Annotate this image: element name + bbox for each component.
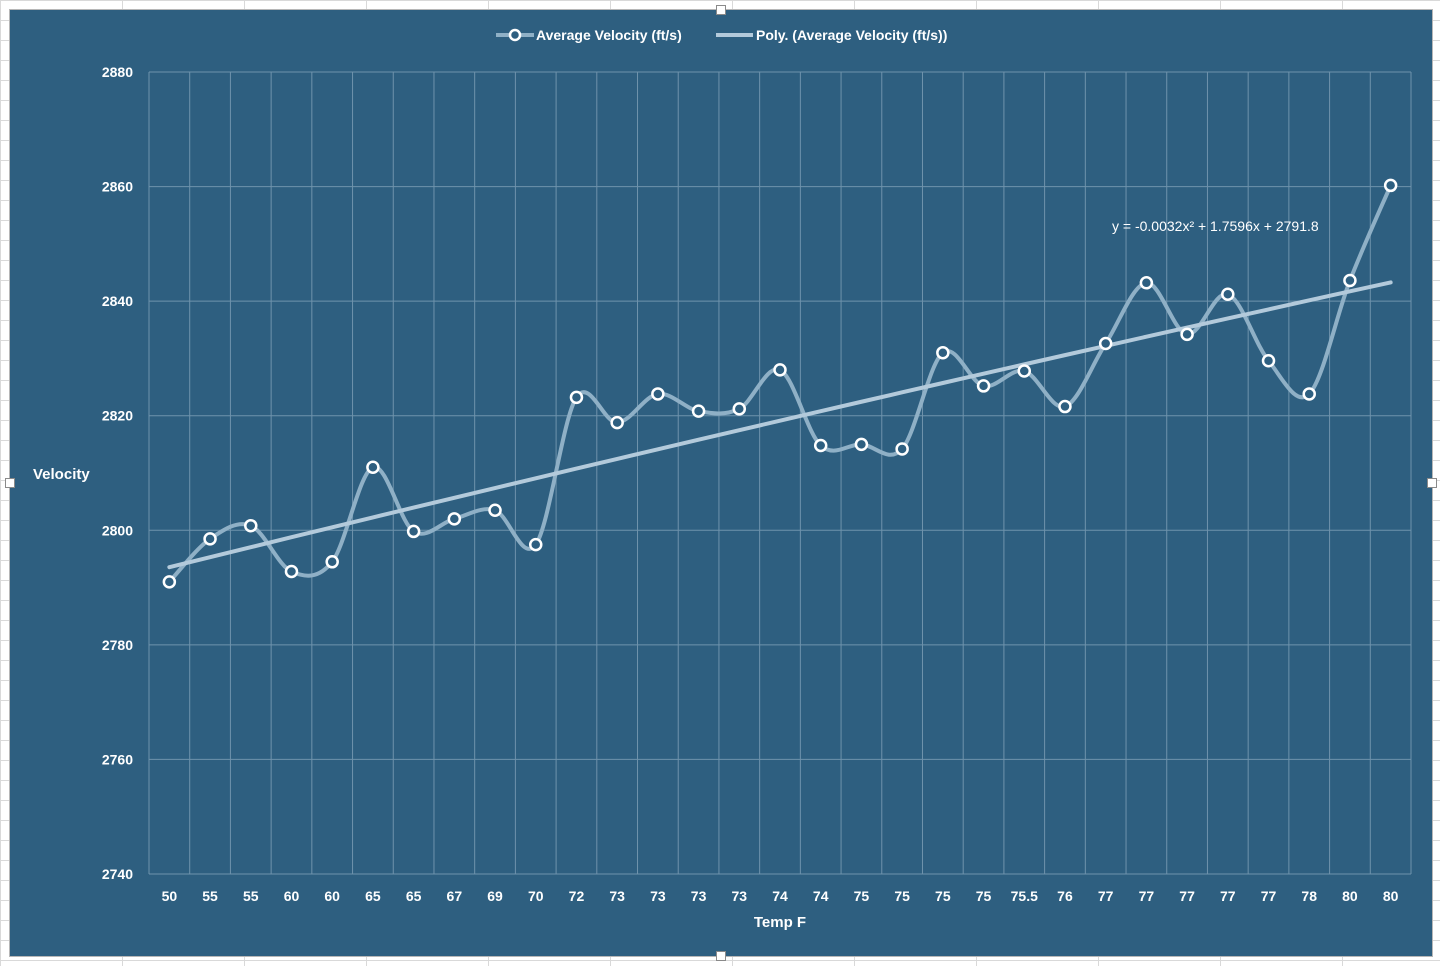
x-tick-label: 73 xyxy=(650,888,666,904)
y-tick-label: 2860 xyxy=(102,179,133,195)
data-point-marker[interactable] xyxy=(1343,273,1357,288)
x-tick-label: 73 xyxy=(732,888,748,904)
data-point-marker[interactable] xyxy=(813,438,828,453)
x-tick-label: 74 xyxy=(813,888,829,904)
x-tick-label: 77 xyxy=(1179,888,1195,904)
data-point-marker[interactable] xyxy=(203,532,217,546)
data-point-marker[interactable] xyxy=(1180,327,1194,342)
series-points xyxy=(162,178,1398,589)
resize-handle-top[interactable] xyxy=(716,5,726,15)
x-tick-label: 77 xyxy=(1098,888,1114,904)
data-point-marker[interactable] xyxy=(569,390,584,405)
x-tick-label: 77 xyxy=(1139,888,1155,904)
y-tick-label: 2820 xyxy=(102,408,133,424)
x-axis-tick-labels: 50 55 55 60 60 65 65 67 69 70 72 73 73 73 73 74 74 75 75 75… xyxy=(162,888,1399,904)
data-point-marker[interactable] xyxy=(732,402,747,416)
data-point-marker[interactable] xyxy=(854,437,869,452)
y-tick-label: 2840 xyxy=(102,293,133,309)
data-point-marker[interactable] xyxy=(773,363,787,377)
legend-item-average-velocity[interactable]: Average Velocity (ft/s) xyxy=(496,27,682,43)
legend-marker-icon xyxy=(508,28,522,42)
resize-handle-left[interactable] xyxy=(5,478,15,488)
x-tick-label: 60 xyxy=(284,888,300,904)
data-point-marker[interactable] xyxy=(1383,178,1398,193)
x-tick-label: 75 xyxy=(854,888,870,904)
data-point-marker[interactable] xyxy=(1017,364,1032,378)
data-point-marker[interactable] xyxy=(1221,287,1235,302)
data-point-marker[interactable] xyxy=(1098,336,1113,351)
x-tick-label: 75 xyxy=(894,888,910,904)
data-point-marker[interactable] xyxy=(936,345,950,360)
legend[interactable]: Average Velocity (ft/s) Poly. (Average V… xyxy=(496,27,947,43)
x-tick-label: 67 xyxy=(447,888,463,904)
trendline-equation[interactable]: y = -0.0032x² + 1.7596x + 2791.8 xyxy=(1112,218,1319,234)
x-tick-label: 65 xyxy=(365,888,381,904)
legend-item-trendline[interactable]: Poly. (Average Velocity (ft/s)) xyxy=(716,27,947,43)
x-tick-label: 65 xyxy=(406,888,422,904)
x-tick-label: 75.5 xyxy=(1011,888,1038,904)
x-tick-label: 80 xyxy=(1383,888,1399,904)
data-point-marker[interactable] xyxy=(488,503,502,517)
x-tick-label: 70 xyxy=(528,888,544,904)
data-point-marker[interactable] xyxy=(325,555,339,569)
y-tick-label: 2800 xyxy=(102,522,133,538)
data-point-marker[interactable] xyxy=(406,524,421,539)
legend-label-series: Average Velocity (ft/s) xyxy=(536,27,682,43)
data-point-marker[interactable] xyxy=(610,415,624,430)
x-tick-label: 75 xyxy=(976,888,992,904)
x-axis-title: Temp F xyxy=(754,914,806,931)
data-point-marker[interactable] xyxy=(1058,399,1072,414)
y-axis-tick-labels: 2880 2860 2840 2820 2800 2780 2760 2740 xyxy=(102,64,133,882)
x-tick-label: 73 xyxy=(691,888,707,904)
data-point-marker[interactable] xyxy=(447,512,462,526)
data-point-marker[interactable] xyxy=(1302,387,1316,401)
x-tick-label: 73 xyxy=(609,888,625,904)
y-axis-title: Velocity xyxy=(33,466,90,483)
x-tick-label: 55 xyxy=(202,888,218,904)
y-tick-label: 2760 xyxy=(102,751,133,767)
x-tick-label: 50 xyxy=(162,888,178,904)
x-tick-label: 76 xyxy=(1057,888,1073,904)
legend-label-trendline: Poly. (Average Velocity (ft/s)) xyxy=(756,27,947,43)
y-tick-label: 2880 xyxy=(102,64,133,80)
data-point-marker[interactable] xyxy=(976,379,991,393)
data-point-marker[interactable] xyxy=(895,442,909,456)
x-tick-label: 72 xyxy=(569,888,585,904)
data-point-marker[interactable] xyxy=(1261,353,1276,368)
x-tick-label: 69 xyxy=(487,888,503,904)
x-tick-label: 77 xyxy=(1261,888,1277,904)
trendline-poly xyxy=(167,280,1393,570)
resize-handle-right[interactable] xyxy=(1427,478,1437,488)
x-tick-label: 78 xyxy=(1301,888,1317,904)
x-tick-label: 55 xyxy=(243,888,259,904)
chart-area[interactable]: 2880 2860 2840 2820 2800 2780 2760 2740 50 55 55 6… xyxy=(5,5,1437,961)
data-point-marker[interactable] xyxy=(162,575,177,589)
resize-handle-bottom[interactable] xyxy=(716,951,726,961)
x-tick-label: 60 xyxy=(324,888,340,904)
data-point-marker[interactable] xyxy=(284,564,299,579)
line-chart[interactable]: 2880 2860 2840 2820 2800 2780 2760 2740 50 55 55 6… xyxy=(10,10,1432,956)
x-tick-label: 77 xyxy=(1220,888,1236,904)
x-tick-label: 74 xyxy=(772,888,788,904)
grid-lines xyxy=(148,71,1412,875)
x-tick-label: 80 xyxy=(1342,888,1358,904)
data-point-marker[interactable] xyxy=(1139,276,1154,290)
data-point-marker[interactable] xyxy=(528,537,543,552)
x-tick-label: 75 xyxy=(935,888,951,904)
y-tick-label: 2780 xyxy=(102,637,133,653)
y-tick-label: 2740 xyxy=(102,866,133,882)
data-point-marker[interactable] xyxy=(366,460,380,475)
data-point-marker[interactable] xyxy=(244,518,258,533)
data-point-marker[interactable] xyxy=(691,404,706,418)
data-point-marker[interactable] xyxy=(651,387,665,401)
